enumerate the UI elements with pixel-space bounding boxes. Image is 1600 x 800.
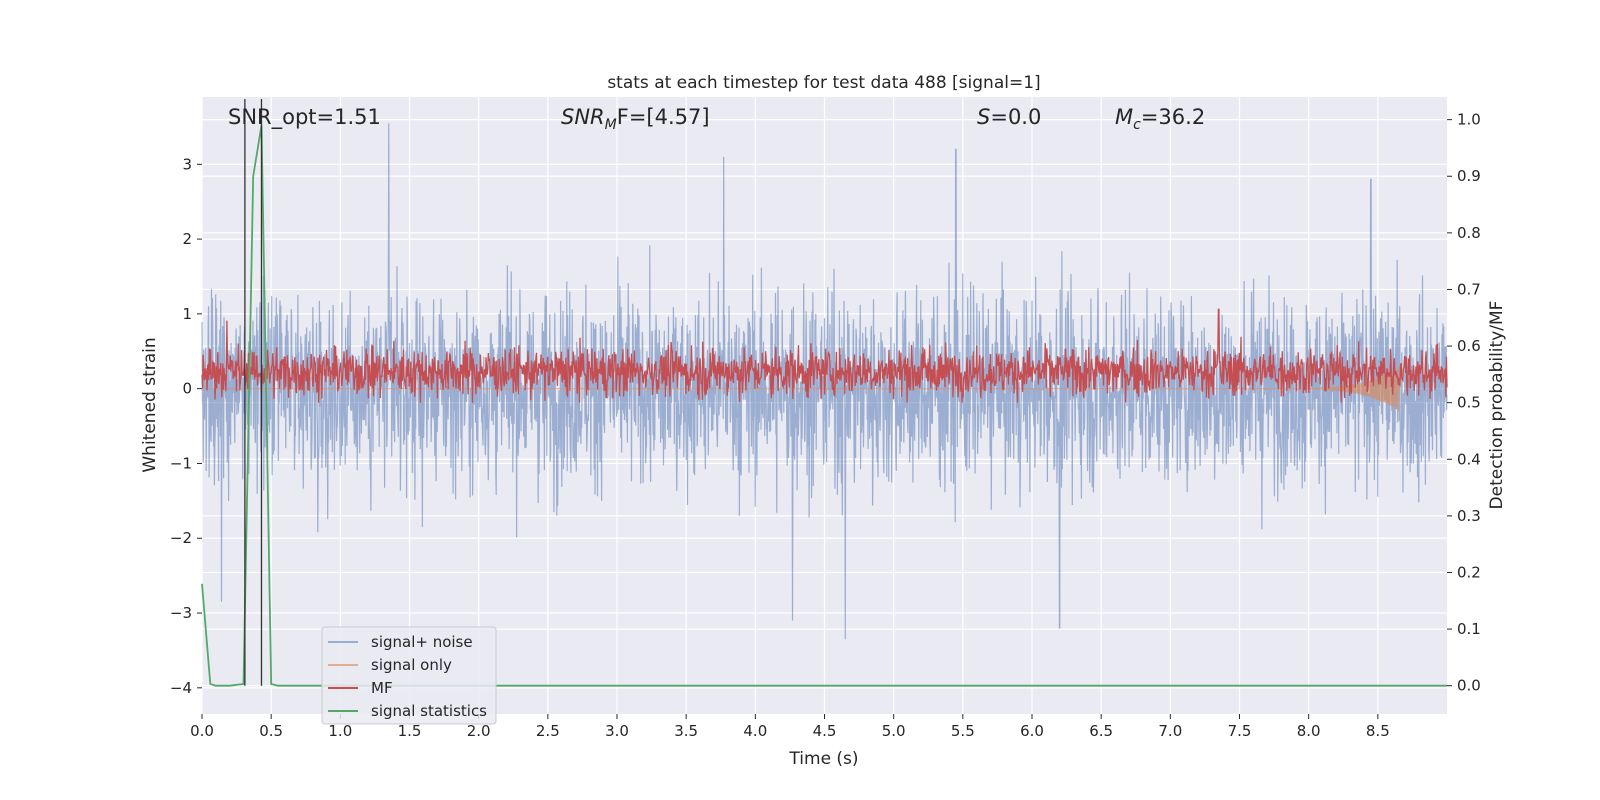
- annotation-mc-sub: c: [1133, 117, 1141, 133]
- annotation-snr-opt: SNR_opt=1.51: [228, 105, 381, 130]
- y-right-tick-label: 0.0: [1457, 677, 1481, 695]
- annotation-snr-mf-main: SNR: [561, 105, 605, 129]
- y-right-tick-label: 0.7: [1457, 280, 1481, 298]
- series-mf: [201, 308, 1448, 403]
- x-tick-label: 0.5: [259, 722, 283, 740]
- chart-title: stats at each timestep for test data 488…: [607, 73, 1040, 93]
- x-tick-label: 7.5: [1228, 722, 1252, 740]
- legend-label: MF: [371, 679, 393, 697]
- annotation-snr-mf-rest: F=[4.57]: [617, 105, 710, 129]
- annotation-s-italic: S: [977, 105, 990, 129]
- x-axis-label: Time (s): [788, 749, 858, 769]
- y-right-tick-label: 0.1: [1457, 620, 1481, 638]
- series-signal-statistics: [201, 125, 1447, 687]
- y-right-tick-label: 0.3: [1457, 507, 1481, 525]
- y-left-tick-label: 3: [182, 155, 192, 173]
- y-axis-left-label: Whitened strain: [140, 337, 160, 472]
- legend-label: signal+ noise: [371, 633, 473, 651]
- y-right-tick-label: 0.5: [1457, 394, 1481, 412]
- y-left-tick-label: 1: [182, 305, 192, 323]
- y-left-tick-label: −4: [170, 679, 192, 697]
- legend-box: [321, 626, 497, 725]
- x-tick-label: 6.0: [1020, 722, 1044, 740]
- y-left-tick-label: −2: [170, 529, 192, 547]
- y-left-tick-label: −1: [170, 454, 192, 472]
- annotation-snr-mf-sub: M: [605, 117, 617, 133]
- y-right-tick-label: 1.0: [1457, 111, 1481, 129]
- annotation-mc-main: M: [1115, 105, 1133, 129]
- x-tick-label: 4.0: [743, 722, 767, 740]
- y-axis-right-ticks: 1.0 0.9 0.8 0.7 0.6 0.5 0.4 0.3 0.2 0.1 0.0: [1447, 111, 1481, 695]
- x-tick-label: 3.0: [605, 722, 629, 740]
- x-tick-label: 0.0: [190, 722, 214, 740]
- x-tick-label: 3.5: [674, 722, 698, 740]
- legend: signal+ noise signal only MF signal statist…: [321, 626, 497, 725]
- x-tick-label: 1.0: [328, 722, 352, 740]
- x-tick-label: 8.0: [1297, 722, 1321, 740]
- x-tick-label: 2.5: [536, 722, 560, 740]
- y-right-tick-label: 0.4: [1457, 450, 1481, 468]
- y-right-tick-label: 0.2: [1457, 563, 1481, 581]
- series-signal-only: [1294, 366, 1401, 413]
- x-tick-label: 7.0: [1158, 722, 1182, 740]
- y-left-tick-label: 2: [182, 230, 192, 248]
- x-tick-label: 4.5: [813, 722, 837, 740]
- x-tick-label: 5.5: [951, 722, 975, 740]
- x-tick-label: 2.0: [467, 722, 491, 740]
- x-tick-label: 8.5: [1366, 722, 1390, 740]
- x-tick-label: 5.0: [882, 722, 906, 740]
- y-right-tick-label: 0.6: [1457, 337, 1481, 355]
- vertical-markers: [244, 99, 263, 686]
- y-axis-right-label: Detection probability/MF: [1487, 301, 1507, 510]
- y-right-tick-label: 0.8: [1457, 224, 1481, 242]
- x-axis-ticks: 0.0 0.5 1.0 1.5 2.0 2.5 3.0 3.5 4.0 4.5 5.0 5.5 6.0 6…: [190, 714, 1390, 740]
- legend-label: signal statistics: [371, 702, 487, 720]
- y-right-tick-label: 0.9: [1457, 167, 1481, 185]
- annotation-snr-mf: SNRMF=[4.57]: [561, 105, 710, 133]
- annotation-s-rest: =0.0: [990, 105, 1041, 129]
- annotation-s: S=0.0: [977, 105, 1041, 129]
- y-axis-left-ticks: 3 2 1 0 −1 −2 −3 −4: [170, 155, 202, 697]
- legend-label: signal only: [371, 656, 452, 674]
- x-tick-label: 6.5: [1089, 722, 1113, 740]
- y-left-tick-label: −3: [170, 604, 192, 622]
- series-layer: [201, 123, 1448, 687]
- x-tick-label: 1.5: [398, 722, 422, 740]
- annotation-mc: Mc=36.2: [1115, 105, 1205, 133]
- y-left-tick-label: 0: [182, 380, 192, 398]
- annotation-mc-rest: =36.2: [1141, 105, 1205, 129]
